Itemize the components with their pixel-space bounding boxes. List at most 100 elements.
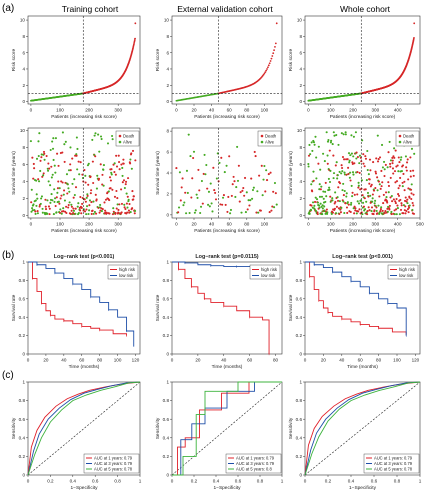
status-point [72, 209, 76, 212]
status-point [84, 200, 87, 203]
status-point [70, 205, 73, 208]
surv-xtick-label: 300 [372, 222, 380, 227]
status-point [225, 164, 228, 167]
status-point [310, 141, 313, 144]
status-point [227, 195, 230, 199]
status-point [48, 213, 51, 216]
risk-point [268, 62, 271, 65]
status-point [47, 205, 50, 208]
status-point [388, 140, 391, 143]
status-point [329, 195, 332, 198]
status-point [387, 191, 390, 194]
status-point [391, 156, 394, 159]
status-point [250, 177, 253, 180]
status-point [335, 134, 338, 137]
status-point [78, 173, 81, 176]
status-point [116, 203, 119, 206]
status-point [365, 200, 368, 203]
status-point [362, 205, 366, 208]
status-point [245, 191, 248, 194]
status-point [331, 199, 334, 202]
cohort-title-whole: Whole cohort [340, 4, 391, 14]
status-point [60, 194, 63, 197]
status-point [328, 180, 332, 184]
status-point [48, 167, 51, 170]
surv-xtick-label: 400 [394, 222, 402, 227]
status-point [90, 201, 93, 204]
status-point [386, 166, 389, 169]
status-point [353, 205, 356, 208]
roc-xtick-label: 0.8 [257, 479, 264, 484]
km-xtick-label: 100 [114, 358, 122, 363]
status-legend-label: Death [123, 134, 135, 139]
status-point [44, 198, 47, 201]
status-point [407, 178, 410, 181]
status-point [339, 182, 342, 185]
roc-xtick-label: 0.2 [325, 479, 332, 484]
status-point [57, 180, 60, 183]
status-point [72, 196, 75, 199]
risk-point [133, 39, 136, 41]
status-point [390, 210, 393, 213]
km-ytick-label: 0 [166, 352, 169, 357]
status-point [75, 153, 78, 156]
roc-ylabel: Sensitivity [288, 417, 294, 439]
surv-xtick-label: 200 [85, 222, 93, 227]
status-point [92, 200, 95, 203]
status-point [404, 196, 407, 199]
status-point [370, 183, 373, 186]
status-point [239, 191, 242, 194]
status-point [86, 194, 89, 197]
status-point [248, 204, 251, 207]
risk-ytick-label: 0 [299, 99, 302, 104]
status-point [43, 152, 46, 155]
status-point [52, 137, 55, 140]
status-point [71, 157, 74, 160]
km-ytick-label: 0.2 [163, 333, 170, 338]
status-point [366, 149, 369, 153]
status-point [322, 190, 325, 193]
status-point [317, 145, 320, 148]
km-xtick-label: 20 [321, 358, 327, 363]
status-point [326, 162, 329, 165]
status-point [314, 196, 317, 199]
roc-ytick-label: 0.8 [19, 398, 26, 403]
status-point [272, 190, 275, 193]
status-point [403, 180, 406, 183]
status-point [353, 212, 356, 215]
status-point [41, 207, 44, 210]
km-ytick-label: 0.4 [296, 315, 303, 320]
status-point [221, 203, 224, 206]
km-ytick-label: 0.2 [19, 333, 26, 338]
status-point [107, 190, 110, 193]
status-point [317, 162, 320, 165]
status-point [73, 178, 76, 181]
status-point [67, 187, 70, 190]
status-point [54, 204, 57, 208]
status-point [94, 132, 97, 135]
risk-xlabel: Patients (increasing risk score) [330, 114, 396, 120]
status-point [319, 168, 322, 171]
risk-ytick-label: 10 [164, 18, 170, 23]
status-point [340, 132, 343, 135]
status-point [122, 158, 125, 161]
status-point [334, 191, 337, 194]
survival-status-plot-1: 0 20 40 60 80 100 0 2 4 6 8 Patients (increasing ri… [155, 127, 283, 234]
status-point [34, 212, 37, 215]
risk-xtick-label: 0 [175, 108, 178, 113]
status-point [69, 163, 72, 166]
status-point [259, 209, 262, 212]
panel-label-a: (a) [2, 3, 14, 14]
status-point [356, 155, 359, 159]
status-point [58, 202, 61, 205]
status-point [62, 210, 65, 213]
status-point [378, 195, 381, 198]
status-point [381, 209, 384, 212]
status-point [386, 207, 389, 210]
status-point [115, 207, 118, 210]
status-point [410, 192, 413, 195]
roc-ytick-label: 0.6 [296, 417, 303, 422]
roc-legend-label: AUC at 3 years: 0.79 [94, 461, 133, 466]
status-point [391, 167, 395, 170]
status-point [192, 150, 196, 153]
